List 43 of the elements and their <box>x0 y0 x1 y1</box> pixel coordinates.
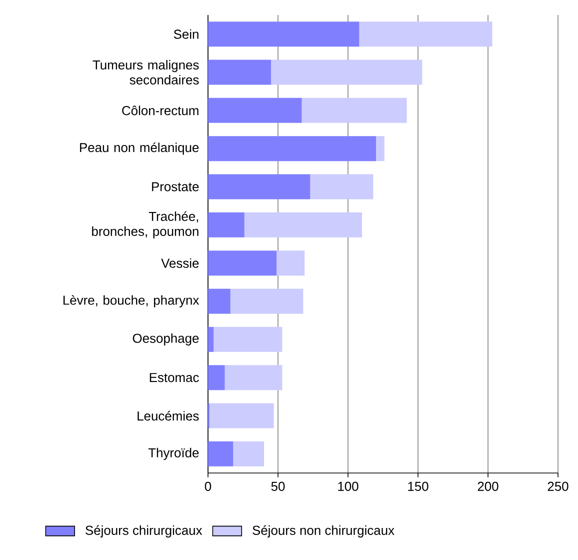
bar <box>208 441 234 466</box>
y-tick-label: Thyroïde <box>148 448 199 460</box>
x-tick-label: 100 <box>338 482 358 491</box>
y-tick-label: Côlon-rectum <box>122 106 198 116</box>
y-tick-label: Tumeurs malignes secondaires <box>92 60 199 84</box>
bar <box>244 212 362 238</box>
bar <box>208 288 230 314</box>
x-tick-label: 200 <box>478 482 498 491</box>
bar <box>230 288 304 314</box>
y-tick-label: Peau non mélanique <box>80 142 199 155</box>
x-tick-label: 150 <box>408 482 428 491</box>
y-tick-label: Trachée, bronches, poumon <box>92 211 198 239</box>
bar <box>208 326 214 352</box>
bar <box>208 98 302 123</box>
bar <box>208 136 376 162</box>
y-tick-label: Vessie <box>161 258 199 268</box>
bar <box>224 365 282 390</box>
legend-label: Séjours chirurgicaux <box>86 525 202 538</box>
bar <box>208 365 225 390</box>
bar <box>233 441 264 466</box>
bar <box>302 98 407 123</box>
y-tick-label: Sein <box>174 29 198 39</box>
bar <box>208 212 244 238</box>
bar <box>310 174 374 200</box>
bar <box>208 174 310 200</box>
legend-label: Séjours non chirurgicaux <box>252 525 394 538</box>
bar <box>209 403 274 428</box>
bar <box>208 60 271 85</box>
x-tick-label: 0 <box>204 482 212 491</box>
bar <box>276 250 305 276</box>
y-tick-label: Leucémies <box>138 410 199 421</box>
x-tick-label: 250 <box>548 482 568 491</box>
y-tick-label: Lèvre, bouche, pharynx <box>64 295 200 308</box>
x-tick-label: 50 <box>271 482 285 491</box>
y-tick-label: Oesophage <box>132 333 199 346</box>
bar <box>208 250 277 276</box>
bar <box>208 22 360 47</box>
y-tick-label: Prostate <box>152 182 199 192</box>
bar <box>214 326 282 352</box>
bar <box>359 22 492 47</box>
bar <box>271 60 422 85</box>
y-tick-label: Estomac <box>150 373 199 382</box>
bar <box>376 136 384 162</box>
